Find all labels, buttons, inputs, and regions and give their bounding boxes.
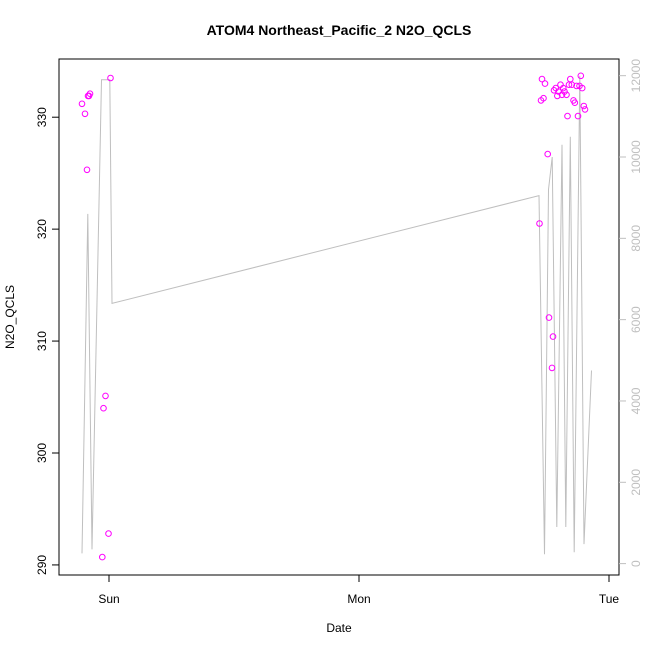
y-axis-label: N2O_QCLS xyxy=(3,285,17,349)
scatter-point-40 xyxy=(580,102,588,110)
y-tick-label-1: 300 xyxy=(35,443,49,463)
scatter-point-13 xyxy=(538,75,546,83)
y2-tick-label-3: 6000 xyxy=(629,306,643,333)
scatter-point-18 xyxy=(548,364,556,372)
scatter-point-34 xyxy=(571,99,579,106)
y-tick-label-3: 320 xyxy=(35,219,49,239)
y2-tick-label-2: 4000 xyxy=(629,387,643,414)
scatter-point-26 xyxy=(560,84,567,92)
x-tick-label-1: Mon xyxy=(347,592,370,606)
scatter-point-22 xyxy=(554,92,561,100)
y2-tick-label-4: 8000 xyxy=(629,225,643,252)
scatter-point-36 xyxy=(574,112,582,120)
scatter-point-28 xyxy=(563,91,570,99)
scatter-point-16 xyxy=(544,150,552,158)
x-axis: Sun Mon Tue xyxy=(98,575,619,606)
scatter-point-14 xyxy=(540,94,547,102)
x-tick-label-2: Tue xyxy=(599,592,620,606)
scatter-point-19 xyxy=(549,333,557,340)
y-tick-label-0: 290 xyxy=(35,555,49,575)
x-axis-label: Date xyxy=(326,621,352,635)
scatter-point-17 xyxy=(545,314,553,321)
scatter-point-35 xyxy=(573,82,580,90)
scatter-point-1 xyxy=(81,110,89,118)
y2-tick-label-6: 12000 xyxy=(629,59,643,93)
scatter-point-39 xyxy=(578,84,586,92)
scatter-point-41 xyxy=(581,106,589,113)
scatter-point-15 xyxy=(541,80,549,87)
x-tick-label-0: Sun xyxy=(98,592,119,606)
scatter-point-29 xyxy=(564,112,571,120)
scatter-point-7 xyxy=(100,404,107,412)
y-axis-left: 290 300 310 320 330 xyxy=(35,107,59,575)
scatter-point-6 xyxy=(99,553,106,561)
y2-tick-label-1: 2000 xyxy=(629,469,643,496)
scatter-point-0 xyxy=(78,100,86,108)
scatter-point-32 xyxy=(568,81,576,88)
plot-frame xyxy=(58,58,620,576)
y-axis-right: 0 2000 4000 6000 8000 10000 12000 xyxy=(619,59,643,567)
line-series xyxy=(81,75,592,555)
scatter-point-31 xyxy=(567,75,574,83)
scatter-point-11 xyxy=(536,220,543,227)
scatter-point-27 xyxy=(561,88,568,95)
scatter-point-9 xyxy=(105,530,112,537)
chart-title: ATOM4 Northeast_Pacific_2 N2O_QCLS xyxy=(207,22,472,38)
scatter-point-38 xyxy=(577,72,585,80)
scatter-series xyxy=(78,72,589,561)
y2-tick-label-0: 0 xyxy=(629,560,643,567)
y2-tick-label-5: 10000 xyxy=(629,140,643,174)
scatter-point-2 xyxy=(83,166,91,174)
y-tick-label-4: 330 xyxy=(35,107,49,127)
scatter-point-5 xyxy=(85,92,93,100)
scatter-point-8 xyxy=(102,392,109,400)
y-tick-label-2: 310 xyxy=(35,331,49,351)
line-series-path xyxy=(81,75,592,555)
scatter-point-10 xyxy=(107,74,114,82)
